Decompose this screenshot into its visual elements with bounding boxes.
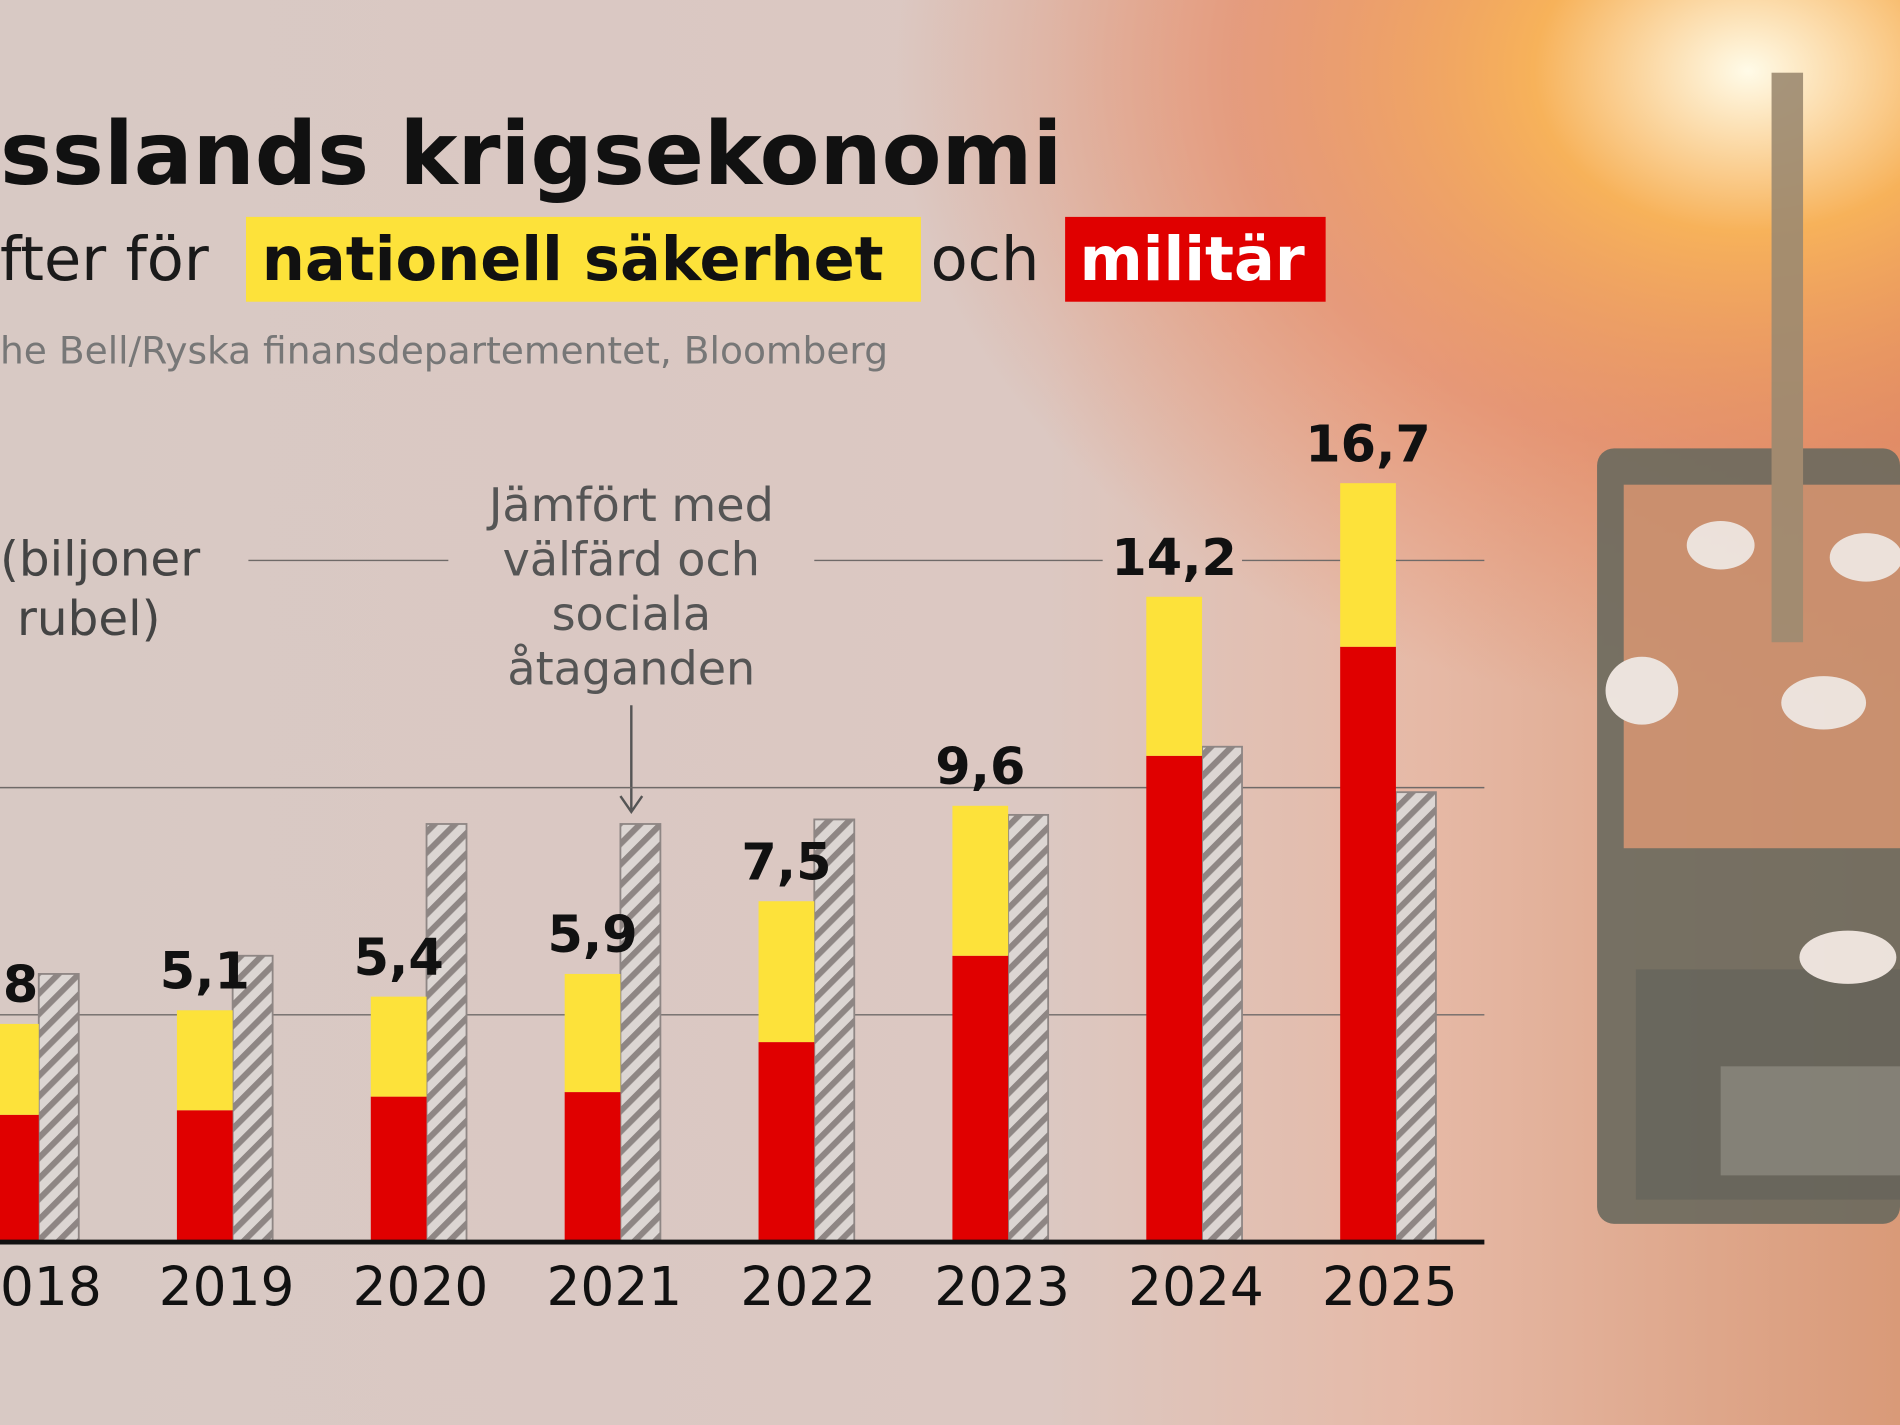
- data-label: ,8: [0, 956, 38, 1015]
- comparison-bar: [1007, 813, 1050, 1243]
- bar-segment: [758, 1042, 815, 1243]
- data-label: 7,5: [741, 833, 831, 892]
- bar-segment: [0, 1114, 39, 1243]
- data-label: 5,1: [160, 942, 250, 1001]
- data-label: 9,6: [935, 738, 1025, 797]
- bar-segment: [0, 1023, 39, 1115]
- comparison-bar: [1395, 791, 1437, 1243]
- legend-label: militär: [1080, 225, 1305, 295]
- comparison-bar: [37, 973, 80, 1243]
- bar-segment: [1146, 596, 1203, 756]
- subtitle-text: och: [931, 225, 1040, 295]
- unit-label: (biljoner: [0, 532, 200, 588]
- bar-segment: [1340, 483, 1396, 647]
- annotation-arrowhead: [619, 795, 644, 814]
- data-label: 14,2: [1111, 529, 1237, 588]
- tank-illustration: [1597, 72, 1900, 1224]
- x-tick-label: 2022: [740, 1256, 876, 1318]
- data-label: 16,7: [1305, 415, 1431, 474]
- annotation-text: sociala: [552, 587, 711, 641]
- comparison-bar: [619, 823, 662, 1243]
- data-label: 5,9: [547, 906, 637, 965]
- x-tick-label: 2019: [159, 1256, 295, 1318]
- annotation-text: åtaganden: [507, 642, 755, 696]
- x-tick-label: 2021: [547, 1256, 683, 1318]
- bar-segment: [176, 1010, 233, 1111]
- annotation-text: välfärd och: [503, 533, 760, 587]
- subtitle: fter för nationell säkerhet och militär: [0, 216, 1326, 302]
- bar-segment: [758, 901, 815, 1043]
- unit-label: rubel): [17, 591, 161, 647]
- chart-title: sslands krigsekonomi: [0, 103, 1062, 205]
- x-tick-label: 2020: [353, 1256, 489, 1318]
- x-tick-label: 018: [0, 1256, 102, 1318]
- bar-segment: [952, 805, 1009, 956]
- legend-swatch: [245, 216, 921, 302]
- bar-segment: [1340, 646, 1396, 1243]
- annotation: Jämfört med välfärd och sociala åtagande…: [486, 478, 774, 814]
- comparison-bar: [425, 823, 468, 1243]
- annotation-text: Jämfört med: [486, 478, 774, 532]
- bar-segment: [1146, 755, 1203, 1243]
- x-tick-label: 2025: [1322, 1256, 1458, 1318]
- x-tick-label: 2023: [934, 1256, 1070, 1318]
- comparison-bar: [1201, 745, 1243, 1243]
- comparison-bar: [813, 818, 856, 1243]
- data-label: 5,4: [354, 929, 444, 988]
- bar-segment: [952, 955, 1009, 1243]
- subtitle-text: fter för: [0, 225, 209, 295]
- legend-label: nationell säkerhet: [262, 225, 884, 295]
- source: he Bell/Ryska finansdepartementet, Bloom…: [0, 329, 888, 373]
- x-tick-label: 2024: [1128, 1256, 1264, 1318]
- bar-segment: [564, 1092, 621, 1243]
- bar-segment: [370, 996, 427, 1097]
- bar-segment: [370, 1096, 427, 1243]
- bar-segment: [176, 1110, 233, 1243]
- legend-swatch: [1065, 216, 1326, 302]
- bar-segment: [564, 973, 621, 1093]
